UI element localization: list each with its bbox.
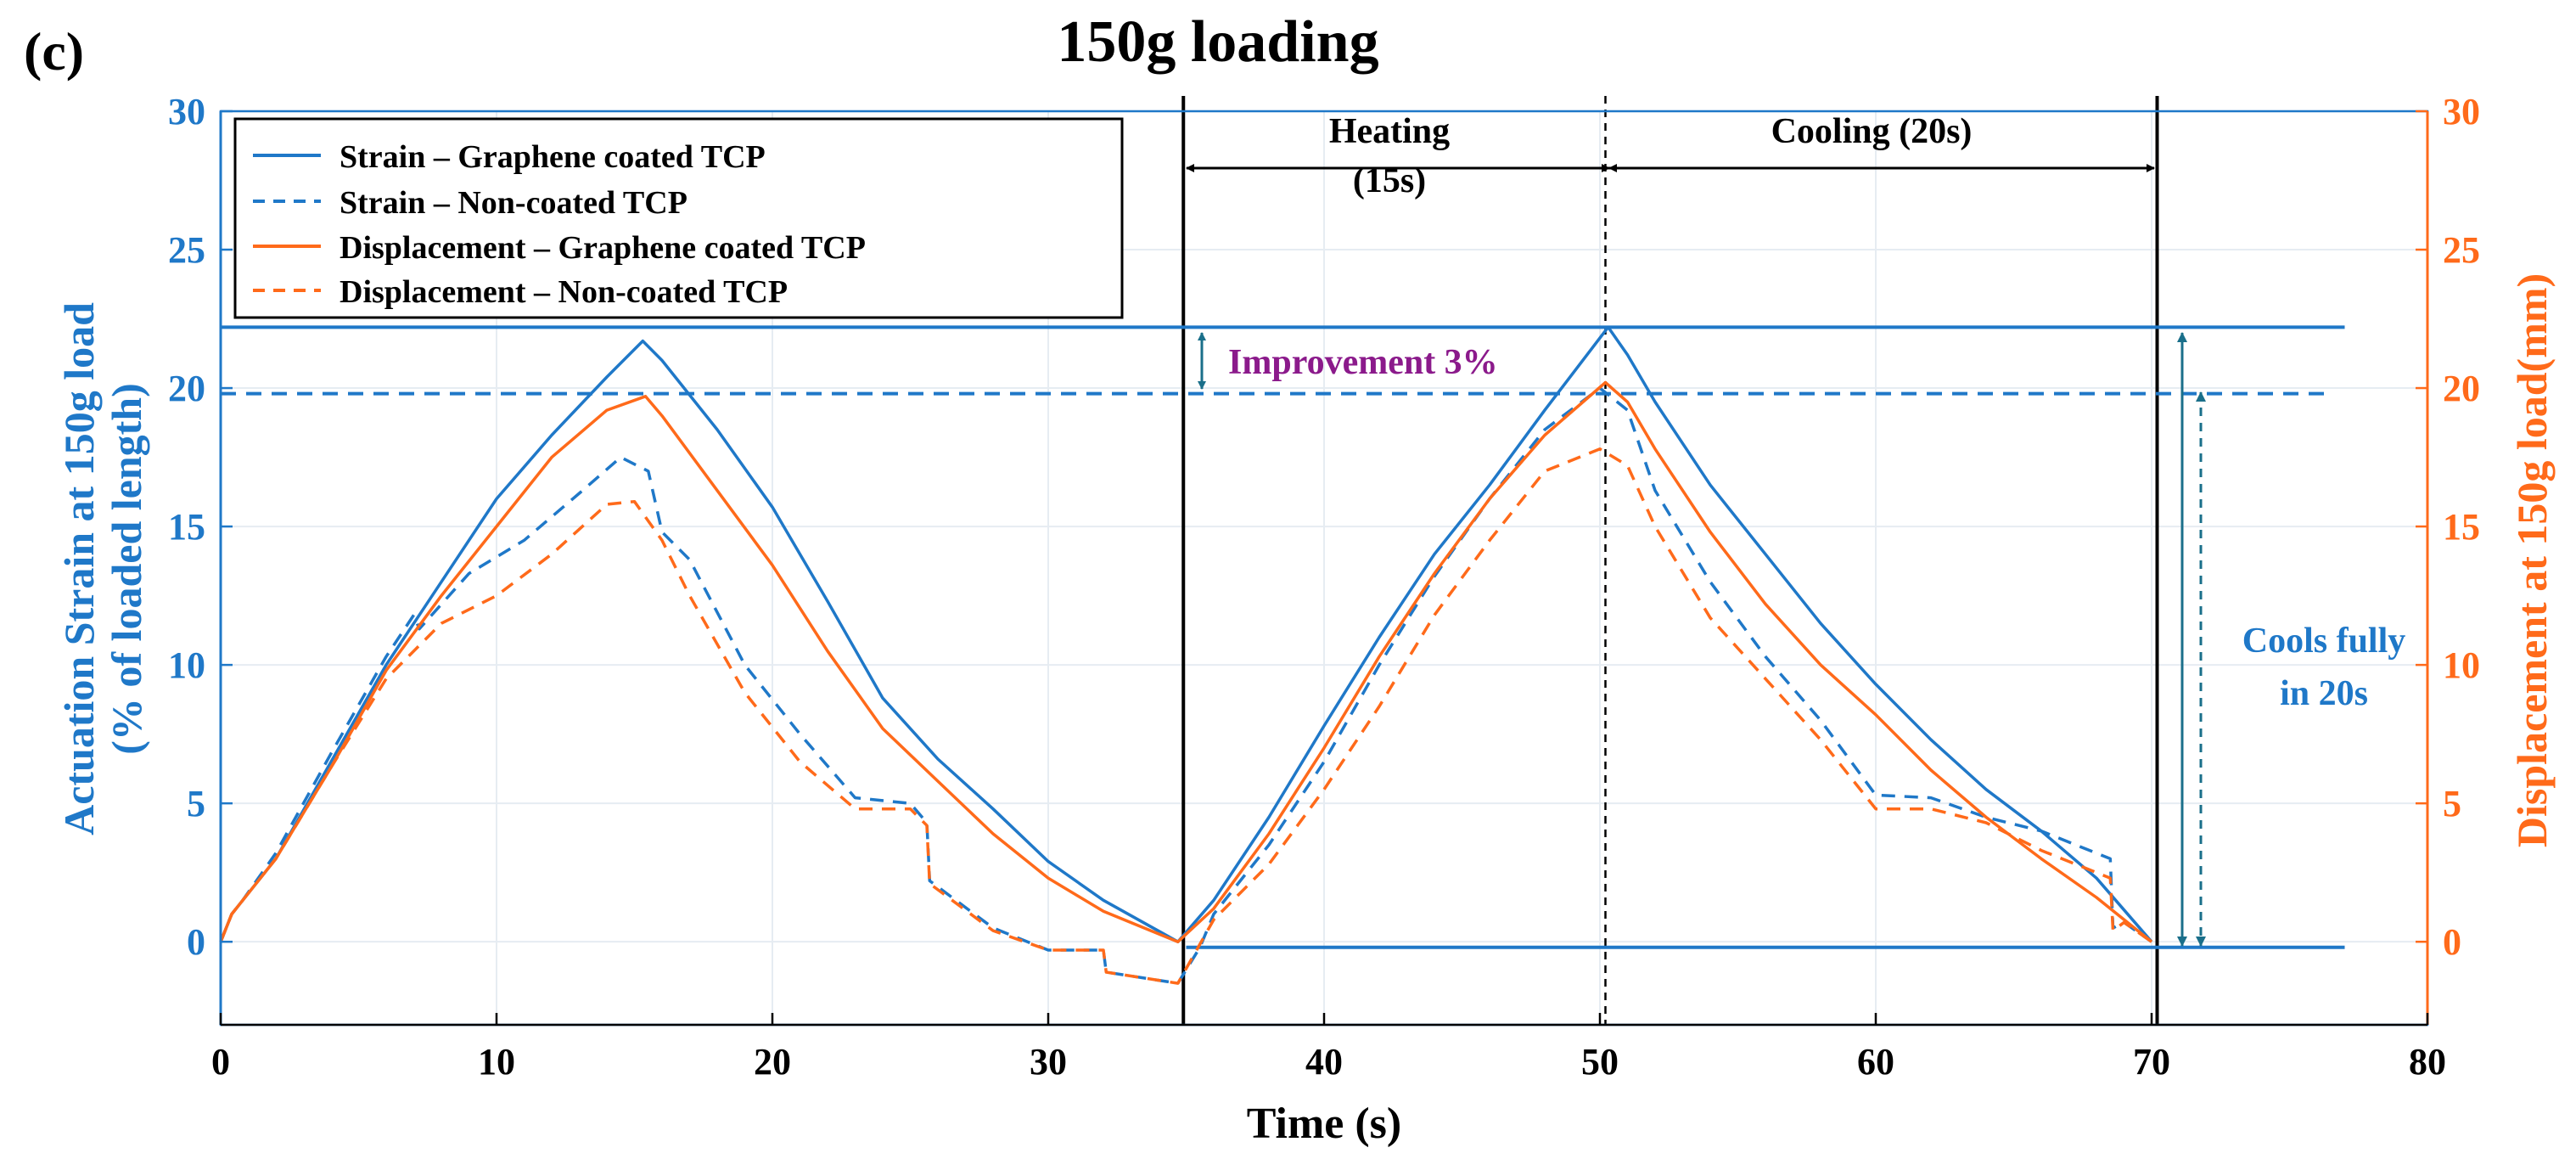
data-series [219,325,2153,985]
series-line-1 [219,386,2153,985]
panel-label: (c) [24,21,84,82]
heating-duration-label: (15s) [1353,161,1426,200]
reference-lines [221,96,2345,1025]
x-tick-label: 50 [1581,1041,1619,1083]
left-y-tick-label: 30 [168,91,205,132]
legend-label-strain-noncoated: Strain – Non-coated TCP [340,185,687,221]
x-tick-label: 30 [1030,1041,1067,1083]
legend-label-disp-coated: Displacement – Graphene coated TCP [340,230,866,266]
x-tick-label: 60 [1857,1041,1894,1083]
grid-lines [220,110,2428,1025]
right-y-tick-label: 25 [2443,229,2480,271]
chart-title: 150g loading [1057,9,1378,75]
left-y-axis-label: Actuation Strain at 150g load (% of load… [55,302,150,835]
left-y-tick-label: 20 [168,368,205,409]
right-y-tick-label: 0 [2443,921,2461,963]
left-y-tick-label: 0 [187,921,205,963]
phase-annotations: Heating (15s) Cooling (20s) Improvement … [1186,112,2406,947]
left-y-tick-label: 15 [168,506,205,548]
legend-label-strain-coated: Strain – Graphene coated TCP [340,139,766,175]
heating-label: Heating [1329,112,1450,151]
right-y-axis-label-text: Displacement at 150g load(mm) [2508,273,2556,847]
left-y-axis-label-line1: Actuation Strain at 150g load [55,302,103,835]
series-line-0 [219,325,2153,943]
series-line-3 [219,447,2153,985]
x-tick-label: 80 [2409,1041,2446,1083]
legend: Strain – Graphene coated TCP Strain – No… [233,117,1124,319]
improvement-label: Improvement 3% [1228,343,1498,382]
x-tick-label: 70 [2133,1041,2170,1083]
right-y-axis-label: Displacement at 150g load(mm) [2508,273,2556,847]
left-y-tick-label: 25 [168,229,205,271]
right-y-axis-ticks: 0 5 10 15 20 25 30 [2416,91,2480,963]
x-tick-label: 0 [211,1041,230,1083]
series-line-2 [219,380,2153,943]
right-y-tick-label: 20 [2443,368,2480,409]
legend-label-disp-noncoated: Displacement – Non-coated TCP [340,274,788,310]
x-tick-label: 10 [478,1041,515,1083]
right-y-tick-label: 5 [2443,783,2461,824]
left-y-axis-label-line2: (% of loaded length) [103,383,150,755]
x-axis-label: Time (s) [1247,1100,1401,1148]
right-y-tick-label: 30 [2443,91,2480,132]
cooling-label: Cooling (20s) [1771,112,1973,151]
right-y-tick-label: 15 [2443,506,2480,548]
right-y-tick-label: 10 [2443,644,2480,686]
x-tick-label: 40 [1305,1041,1343,1083]
x-axis-ticks: 0 10 20 30 40 50 60 70 80 [211,1013,2446,1083]
left-y-tick-label: 5 [187,783,205,824]
left-y-tick-label: 10 [168,644,205,686]
x-tick-label: 20 [754,1041,791,1083]
cools-fully-label: Cools fully [2242,622,2406,661]
legend-box [233,117,1124,319]
left-y-axis-ticks: 0 5 10 15 20 25 30 [168,91,233,963]
cools-duration-label: in 20s [2280,674,2368,713]
